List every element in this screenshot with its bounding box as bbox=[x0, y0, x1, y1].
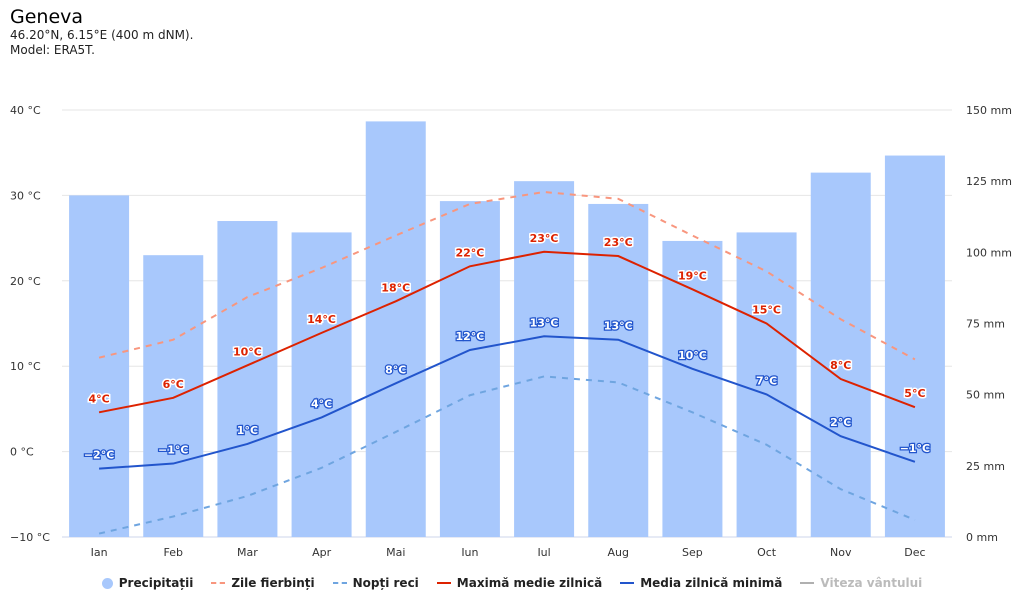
legend-label: Precipitații bbox=[118, 576, 194, 590]
min-temp-label: 13°C bbox=[604, 320, 633, 333]
x-tick-label: Dec bbox=[904, 546, 925, 559]
precipitation-swatch bbox=[101, 577, 113, 589]
max-temp-label: 23°C bbox=[604, 236, 633, 249]
left-tick-label: 40 °C bbox=[10, 104, 41, 117]
legend-max[interactable]: Maximă medie zilnică bbox=[436, 576, 603, 590]
left-tick-label: 0 °C bbox=[10, 446, 34, 459]
precipitation-bar bbox=[736, 232, 797, 537]
precipitation-bar bbox=[662, 240, 723, 538]
legend-cold-nights[interactable]: Nopți reci bbox=[332, 576, 419, 590]
max-temp-line bbox=[98, 250, 916, 414]
min-temp-label: 8°C bbox=[385, 363, 406, 376]
location-text: 46.20°N, 6.15°E (400 m dNM). bbox=[10, 28, 194, 42]
max-temp-label: 5°C bbox=[904, 387, 925, 400]
precipitation-bar bbox=[514, 181, 575, 537]
legend-hot-days[interactable]: Zile fierbinți bbox=[211, 576, 315, 590]
x-tick-label: Sep bbox=[682, 546, 703, 559]
right-tick-label: 25 mm bbox=[966, 460, 1005, 473]
right-tick-label: 0 mm bbox=[966, 531, 998, 544]
right-tick-label: 50 mm bbox=[966, 389, 1005, 402]
hot-days-line bbox=[98, 190, 916, 361]
max-temp-label: 6°C bbox=[163, 378, 184, 391]
max-temp-label: 22°C bbox=[455, 246, 484, 259]
min-temp-label: 12°C bbox=[455, 330, 484, 343]
legend-label: Maximă medie zilnică bbox=[456, 576, 603, 590]
x-tick-label: Apr bbox=[312, 546, 332, 559]
legend-min[interactable]: Media zilnică minimă bbox=[620, 576, 782, 590]
legend: Precipitații Zile fierbinți Nopți reci M… bbox=[0, 576, 1024, 590]
precipitation-bar bbox=[69, 195, 130, 537]
x-tick-label: Oct bbox=[757, 546, 777, 559]
x-tick-label: Ian bbox=[91, 546, 108, 559]
min-swatch bbox=[620, 582, 635, 584]
right-tick-label: 100 mm bbox=[966, 246, 1012, 259]
right-tick-label: 150 mm bbox=[966, 104, 1012, 117]
chart-title: Geneva bbox=[10, 6, 84, 28]
right-tick-label: 125 mm bbox=[966, 175, 1012, 188]
precipitation-bar bbox=[588, 203, 649, 537]
model-text: Model: ERA5T. bbox=[10, 43, 95, 57]
right-tick-label: 75 mm bbox=[966, 318, 1005, 331]
x-tick-label: Mai bbox=[386, 546, 405, 559]
precipitation-bar bbox=[884, 155, 945, 537]
min-temp-label: 7°C bbox=[756, 374, 777, 387]
min-temp-label: 10°C bbox=[678, 349, 707, 362]
max-swatch bbox=[436, 582, 451, 584]
cold-nights-line bbox=[98, 375, 916, 535]
max-temp-label: 14°C bbox=[307, 313, 336, 326]
legend-label: Viteza vântului bbox=[820, 576, 923, 590]
x-tick-label: Iul bbox=[537, 546, 550, 559]
max-temp-label: 8°C bbox=[830, 359, 851, 372]
left-tick-label: 30 °C bbox=[10, 189, 41, 202]
min-temp-label: −1°C bbox=[900, 442, 930, 455]
max-temp-label: 23°C bbox=[530, 232, 559, 245]
min-temp-label: 1°C bbox=[237, 424, 258, 437]
left-tick-label: 20 °C bbox=[10, 275, 41, 288]
precipitation-bar bbox=[217, 221, 278, 537]
x-tick-label: Iun bbox=[461, 546, 478, 559]
min-temp-label: 4°C bbox=[311, 397, 332, 410]
max-temp-label: 10°C bbox=[233, 345, 262, 358]
hot-days-swatch bbox=[211, 582, 226, 584]
precipitation-bar bbox=[143, 255, 204, 537]
min-temp-line bbox=[99, 335, 916, 470]
chart-header: Geneva 46.20°N, 6.15°E (400 m dNM). Mode… bbox=[10, 6, 193, 58]
min-temp-label: 13°C bbox=[530, 316, 559, 329]
precipitation-bar bbox=[810, 172, 871, 538]
precipitation-bar bbox=[365, 121, 426, 538]
max-temp-label: 19°C bbox=[678, 269, 707, 282]
min-temp-label: 2°C bbox=[830, 416, 851, 429]
max-temp-label: 4°C bbox=[88, 392, 109, 405]
wind-swatch bbox=[800, 582, 815, 584]
x-tick-label: Mar bbox=[237, 546, 258, 559]
x-tick-label: Feb bbox=[164, 546, 183, 559]
max-temp-label: 15°C bbox=[752, 304, 781, 317]
precipitation-bar bbox=[439, 201, 500, 538]
precipitation-bar bbox=[291, 232, 352, 537]
x-tick-label: Aug bbox=[608, 546, 629, 559]
left-tick-label: 10 °C bbox=[10, 360, 41, 373]
min-temp-label: −2°C bbox=[84, 449, 114, 462]
cold-nights-swatch bbox=[332, 582, 347, 584]
legend-precipitation[interactable]: Precipitații bbox=[101, 576, 194, 590]
max-temp-label: 18°C bbox=[381, 281, 410, 294]
legend-label: Media zilnică minimă bbox=[640, 576, 783, 590]
legend-label: Nopți reci bbox=[352, 576, 419, 590]
legend-wind[interactable]: Viteza vântului bbox=[800, 576, 922, 590]
min-temp-label: −1°C bbox=[158, 444, 188, 457]
legend-label: Zile fierbinți bbox=[231, 576, 315, 590]
left-tick-label: −10 °C bbox=[10, 531, 50, 544]
x-tick-label: Nov bbox=[830, 546, 852, 559]
